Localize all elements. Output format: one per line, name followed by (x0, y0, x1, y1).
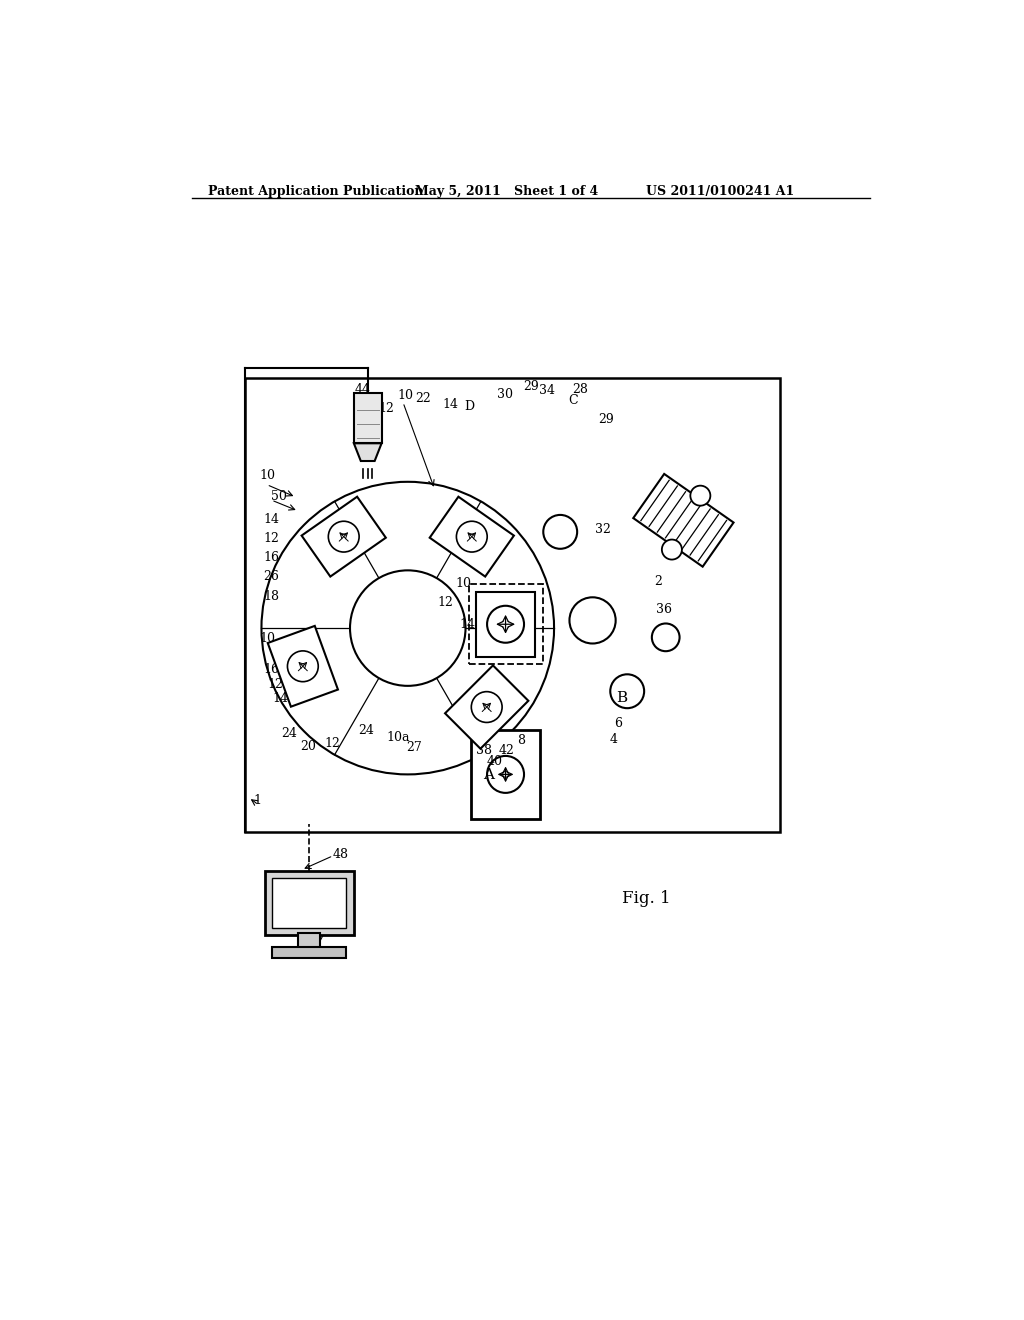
Polygon shape (633, 474, 733, 566)
Text: 8: 8 (517, 734, 525, 747)
Text: 44: 44 (355, 383, 371, 396)
Polygon shape (302, 496, 386, 577)
Text: 16: 16 (263, 663, 279, 676)
Text: Patent Application Publication: Patent Application Publication (208, 185, 423, 198)
Circle shape (350, 570, 466, 686)
Bar (245, 378, 779, 832)
Bar (471, 730, 541, 818)
Circle shape (690, 486, 711, 506)
Text: 32: 32 (595, 523, 610, 536)
Bar (469, 585, 543, 664)
Text: 34: 34 (539, 384, 555, 397)
Circle shape (610, 675, 644, 708)
Text: 36: 36 (656, 603, 673, 615)
Text: 46: 46 (336, 899, 352, 911)
Text: 26: 26 (263, 570, 279, 583)
Bar (298, 933, 319, 949)
Text: 14: 14 (442, 397, 459, 411)
Text: 24: 24 (282, 727, 297, 739)
Text: 10: 10 (397, 389, 414, 403)
Bar (476, 591, 535, 656)
Text: 6: 6 (614, 717, 623, 730)
Text: 38: 38 (475, 744, 492, 758)
Text: 2: 2 (654, 576, 663, 589)
Text: 12: 12 (263, 532, 279, 545)
Text: 10a: 10a (386, 730, 410, 743)
Text: 24: 24 (357, 725, 374, 738)
Text: 10: 10 (260, 632, 275, 645)
Text: 28: 28 (571, 383, 588, 396)
Text: C: C (568, 395, 579, 407)
Polygon shape (354, 444, 382, 461)
Text: 18: 18 (263, 590, 279, 603)
Text: May 5, 2011   Sheet 1 of 4: May 5, 2011 Sheet 1 of 4 (416, 185, 599, 198)
Text: E: E (497, 601, 508, 614)
Text: 14: 14 (272, 692, 288, 705)
Text: 50: 50 (271, 490, 288, 503)
Text: 30: 30 (497, 388, 513, 401)
Text: 20: 20 (300, 739, 315, 752)
Circle shape (662, 540, 682, 560)
Bar (354, 393, 382, 444)
Text: 4: 4 (609, 733, 617, 746)
Text: 27: 27 (407, 741, 422, 754)
Text: US 2011/0100241 A1: US 2011/0100241 A1 (646, 185, 795, 198)
Text: 22: 22 (415, 392, 430, 405)
Text: 26: 26 (367, 397, 382, 411)
Bar (272, 878, 346, 928)
Text: A: A (483, 768, 495, 781)
Polygon shape (445, 665, 528, 748)
Bar (264, 871, 354, 935)
Text: 1: 1 (254, 793, 262, 807)
Text: 42: 42 (499, 744, 514, 758)
Polygon shape (267, 626, 338, 706)
Text: 12: 12 (379, 401, 394, 414)
Text: 29: 29 (598, 413, 613, 426)
Text: 14: 14 (263, 512, 279, 525)
Text: 12: 12 (267, 678, 284, 692)
Text: 48: 48 (333, 847, 349, 861)
Circle shape (652, 623, 680, 651)
Text: 16: 16 (263, 552, 279, 564)
Text: 12: 12 (437, 595, 453, 609)
Text: B: B (615, 692, 627, 705)
Text: 29: 29 (523, 380, 539, 393)
Polygon shape (430, 496, 514, 577)
Bar (272, 946, 346, 958)
Text: 10: 10 (260, 469, 275, 482)
Text: D: D (465, 400, 475, 413)
Circle shape (569, 597, 615, 644)
Text: 12: 12 (325, 737, 340, 750)
Text: 10: 10 (456, 577, 471, 590)
Circle shape (544, 515, 578, 549)
Text: 14: 14 (460, 618, 475, 631)
Text: Fig. 1: Fig. 1 (622, 890, 671, 907)
Text: 40: 40 (487, 755, 503, 768)
